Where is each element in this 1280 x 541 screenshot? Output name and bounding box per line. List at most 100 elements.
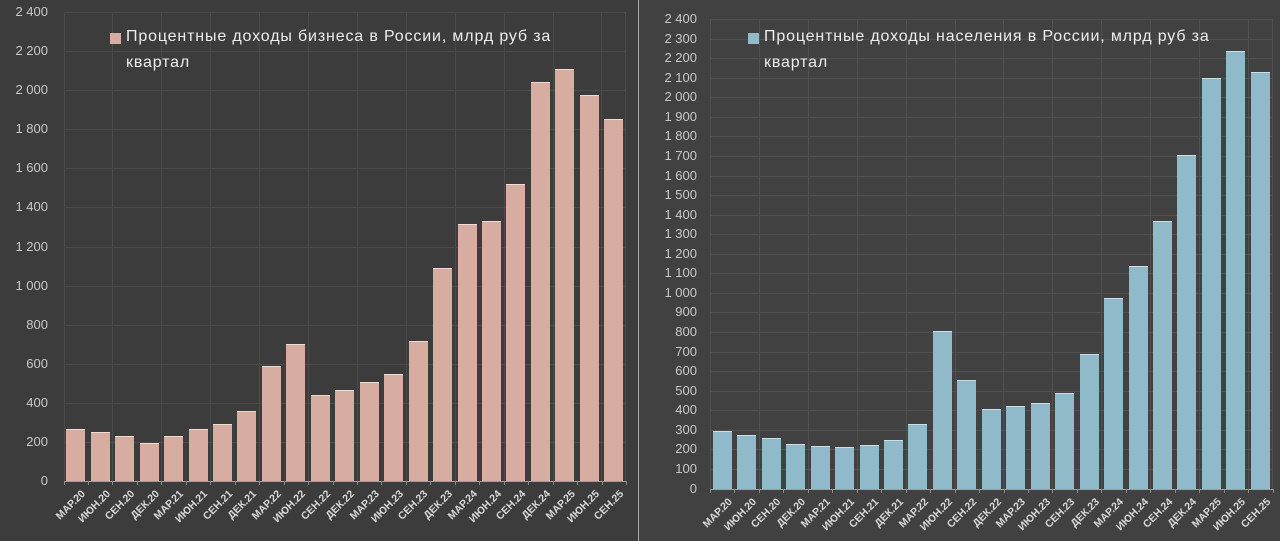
x-axis-tick (758, 488, 760, 493)
vertical-gridline (356, 12, 358, 481)
y-axis-label: 100 (675, 460, 697, 476)
vertical-gridline (954, 19, 956, 489)
y-axis-label: 2 400 (664, 11, 697, 26)
x-axis-tick (979, 488, 981, 493)
bar-МАР.22 (261, 365, 281, 481)
x-axis-tick (1076, 488, 1078, 493)
y-axis-label: 1 300 (664, 226, 697, 242)
horizontal-gridline (710, 332, 1273, 333)
x-axis-tick (503, 481, 505, 485)
x-axis-tick (210, 481, 212, 485)
bar-ИЮН.25 (579, 95, 599, 481)
x-axis-tick (905, 488, 907, 493)
x-axis-tick (577, 481, 579, 485)
y-axis-label: 1 900 (664, 108, 697, 124)
bar-СЕН.20 (115, 436, 135, 481)
bar-СЕН.22 (957, 379, 977, 489)
x-axis-tick (1101, 488, 1103, 493)
y-axis-label: 1 000 (664, 284, 697, 300)
legend-label: Процентные доходы населения в России, мл… (764, 28, 1210, 71)
x-axis-tick (430, 481, 432, 485)
x-axis-tick (356, 481, 358, 485)
x-axis-tick (1199, 488, 1201, 493)
y-axis-label: 1 600 (664, 167, 697, 183)
x-axis-tick (161, 481, 163, 485)
plot-right-edge (1271, 19, 1273, 489)
y-axis-label: 1 100 (664, 265, 697, 281)
x-axis-tick (1125, 488, 1127, 493)
x-axis-tick (234, 481, 236, 485)
y-axis-label: 1 400 (664, 206, 697, 222)
x-axis-tick (552, 481, 554, 485)
x-axis-tick (479, 481, 481, 485)
vertical-gridline (63, 12, 65, 481)
horizontal-gridline (63, 246, 626, 248)
bar-ИЮН.21 (188, 429, 208, 481)
y-axis-label: 600 (26, 355, 48, 371)
y-axis-label: 0 (689, 480, 697, 496)
horizontal-gridline (63, 324, 626, 326)
legend-swatch (748, 33, 759, 44)
y-axis-label: 200 (675, 441, 697, 457)
x-axis-tick (601, 481, 603, 485)
x-axis-tick (405, 481, 407, 485)
x-axis-tick (185, 481, 187, 485)
y-axis-label: 2 000 (15, 82, 48, 98)
plot-right-edge (625, 12, 626, 481)
vertical-gridline (1150, 19, 1152, 489)
y-axis-label: 2 100 (664, 69, 697, 85)
bar-ДЕК.21 (237, 411, 257, 481)
x-axis-tick (283, 481, 285, 485)
x-axis-tick (783, 488, 785, 493)
y-axis-label: 1 200 (664, 245, 697, 261)
vertical-gridline (552, 12, 554, 481)
x-axis-tick (112, 481, 114, 485)
bar-ДЕК.20 (786, 443, 806, 489)
y-axis-label: 1 000 (15, 277, 48, 293)
plot-area (63, 12, 627, 485)
y-axis-label: 1 700 (664, 147, 697, 163)
bar-ДЕК.24 (1177, 154, 1197, 489)
x-axis-tick (710, 488, 711, 493)
x-axis-tick (930, 488, 932, 493)
x-axis-tick (1027, 488, 1029, 493)
horizontal-gridline (710, 38, 1273, 40)
plot-area (710, 19, 1274, 493)
bar-ДЕК.22 (981, 409, 1001, 489)
bar-ИЮН.22 (932, 331, 952, 489)
y-axis-label: 500 (675, 382, 697, 398)
horizontal-gridline (63, 285, 626, 287)
y-axis-label: 400 (26, 394, 48, 410)
x-axis-tick (63, 481, 65, 485)
horizontal-gridline (710, 253, 1273, 255)
bar-ИЮН.24 (481, 221, 501, 481)
bar-ДЕК.20 (139, 442, 159, 481)
y-axis-label: 2 200 (15, 43, 48, 59)
horizontal-gridline (710, 19, 1273, 20)
horizontal-gridline (63, 363, 626, 365)
vertical-gridline (259, 12, 261, 481)
vertical-gridline (905, 19, 907, 489)
vertical-gridline (1052, 19, 1054, 489)
x-axis-tick (1052, 488, 1054, 493)
bar-МАР.20 (66, 429, 86, 481)
horizontal-gridline (710, 97, 1273, 99)
bar-СЕН.22 (310, 395, 330, 481)
x-axis-tick (881, 488, 883, 493)
x-axis-tick (626, 481, 627, 485)
y-axis-label: 0 (40, 473, 48, 488)
horizontal-gridline (710, 77, 1273, 79)
chart-panel-business: 0 200 400 600 800 1 000 1 200 1 400 1 600 1 800 2 … (0, 0, 638, 541)
x-axis-tick (1174, 488, 1176, 493)
y-axis-label: 1 200 (15, 238, 48, 254)
horizontal-gridline (710, 155, 1273, 157)
horizontal-gridline (710, 136, 1273, 138)
horizontal-gridline (710, 195, 1273, 197)
vertical-gridline (405, 12, 407, 481)
vertical-gridline (1199, 19, 1200, 489)
vertical-gridline (601, 12, 603, 481)
horizontal-gridline (710, 58, 1273, 60)
bar-СЕН.25 (1250, 71, 1270, 489)
x-axis-tick (1272, 488, 1274, 493)
horizontal-gridline (710, 312, 1273, 314)
